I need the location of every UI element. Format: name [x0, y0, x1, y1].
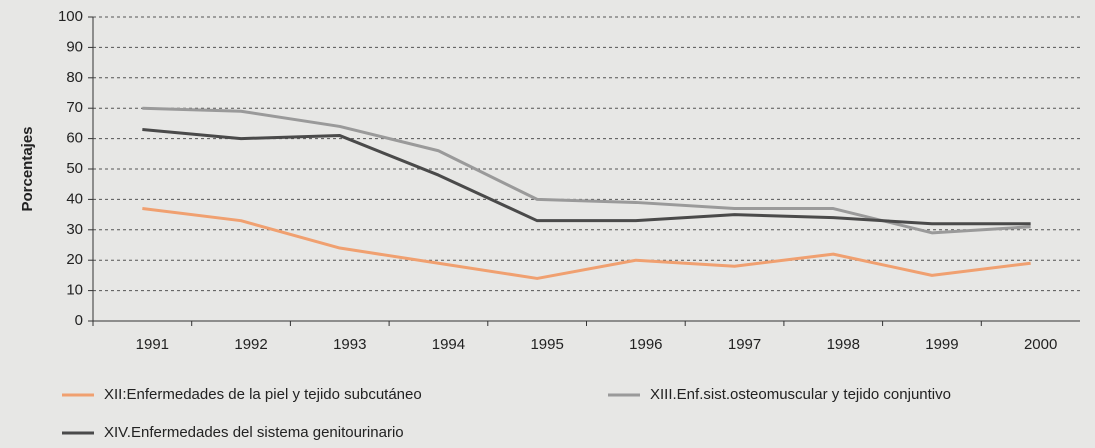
y-tick-label: 90 — [66, 38, 83, 55]
y-tick-label: 100 — [58, 8, 83, 25]
x-tick-label: 2000 — [1024, 336, 1057, 353]
x-tick-label: 1994 — [432, 336, 465, 353]
series-line — [142, 127, 1031, 226]
series-line — [142, 207, 1031, 280]
legend-label: XII:Enfermedades de la piel y tejido sub… — [104, 386, 422, 403]
y-tick-label: 80 — [66, 69, 83, 86]
series-line — [142, 106, 1031, 235]
y-tick-label: 50 — [66, 160, 83, 177]
x-tick-label: 1996 — [629, 336, 662, 353]
x-tick-label: 1993 — [333, 336, 366, 353]
y-tick-label: 60 — [66, 130, 83, 147]
y-tick-label: 0 — [75, 312, 83, 329]
x-tick-label: 1995 — [530, 336, 563, 353]
x-tick-label: 1998 — [827, 336, 860, 353]
y-tick-label: 10 — [66, 282, 83, 299]
y-tick-label: 40 — [66, 190, 83, 207]
legend-label: XIV.Enfermedades del sistema genitourina… — [104, 424, 404, 441]
x-tick-label: 1997 — [728, 336, 761, 353]
y-axis-label: Porcentajes — [19, 126, 36, 211]
x-tick-label: 1991 — [136, 336, 169, 353]
x-tick-label: 1999 — [925, 336, 958, 353]
y-tick-label: 70 — [66, 99, 83, 116]
x-tick-label: 1992 — [234, 336, 267, 353]
y-tick-label: 30 — [66, 221, 83, 238]
y-tick-label: 20 — [66, 251, 83, 268]
legend-label: XIII.Enf.sist.osteomuscular y tejido con… — [650, 386, 951, 403]
